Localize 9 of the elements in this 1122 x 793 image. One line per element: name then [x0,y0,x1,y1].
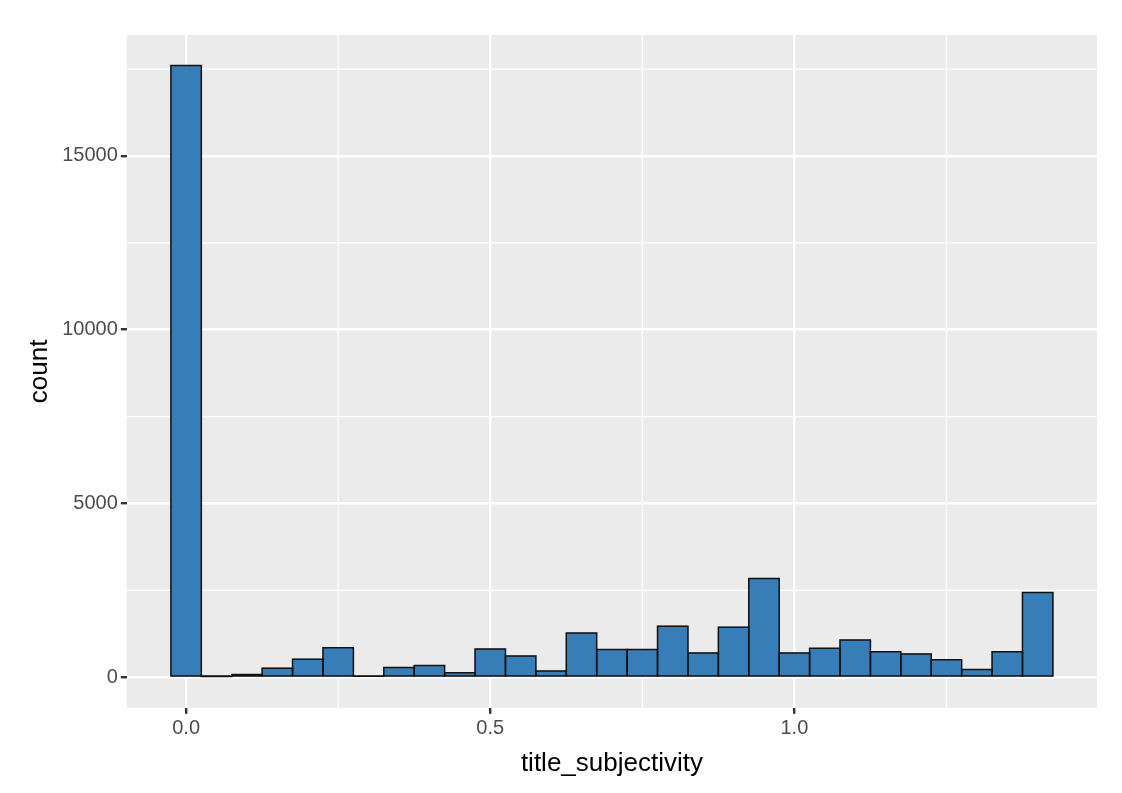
x-tick-label: 0.5 [476,716,505,739]
y-tick-label: 10000 [62,317,118,340]
x-axis-title: title_subjectivity [520,746,703,777]
y-tick-label: 15000 [62,143,118,166]
y-axis-title: count [22,338,53,404]
x-tick-label: 1.0 [780,716,809,739]
x-tick-label: 0.0 [172,716,201,739]
y-tick-label: 5000 [73,490,118,513]
y-tick-label: 0 [106,664,118,687]
